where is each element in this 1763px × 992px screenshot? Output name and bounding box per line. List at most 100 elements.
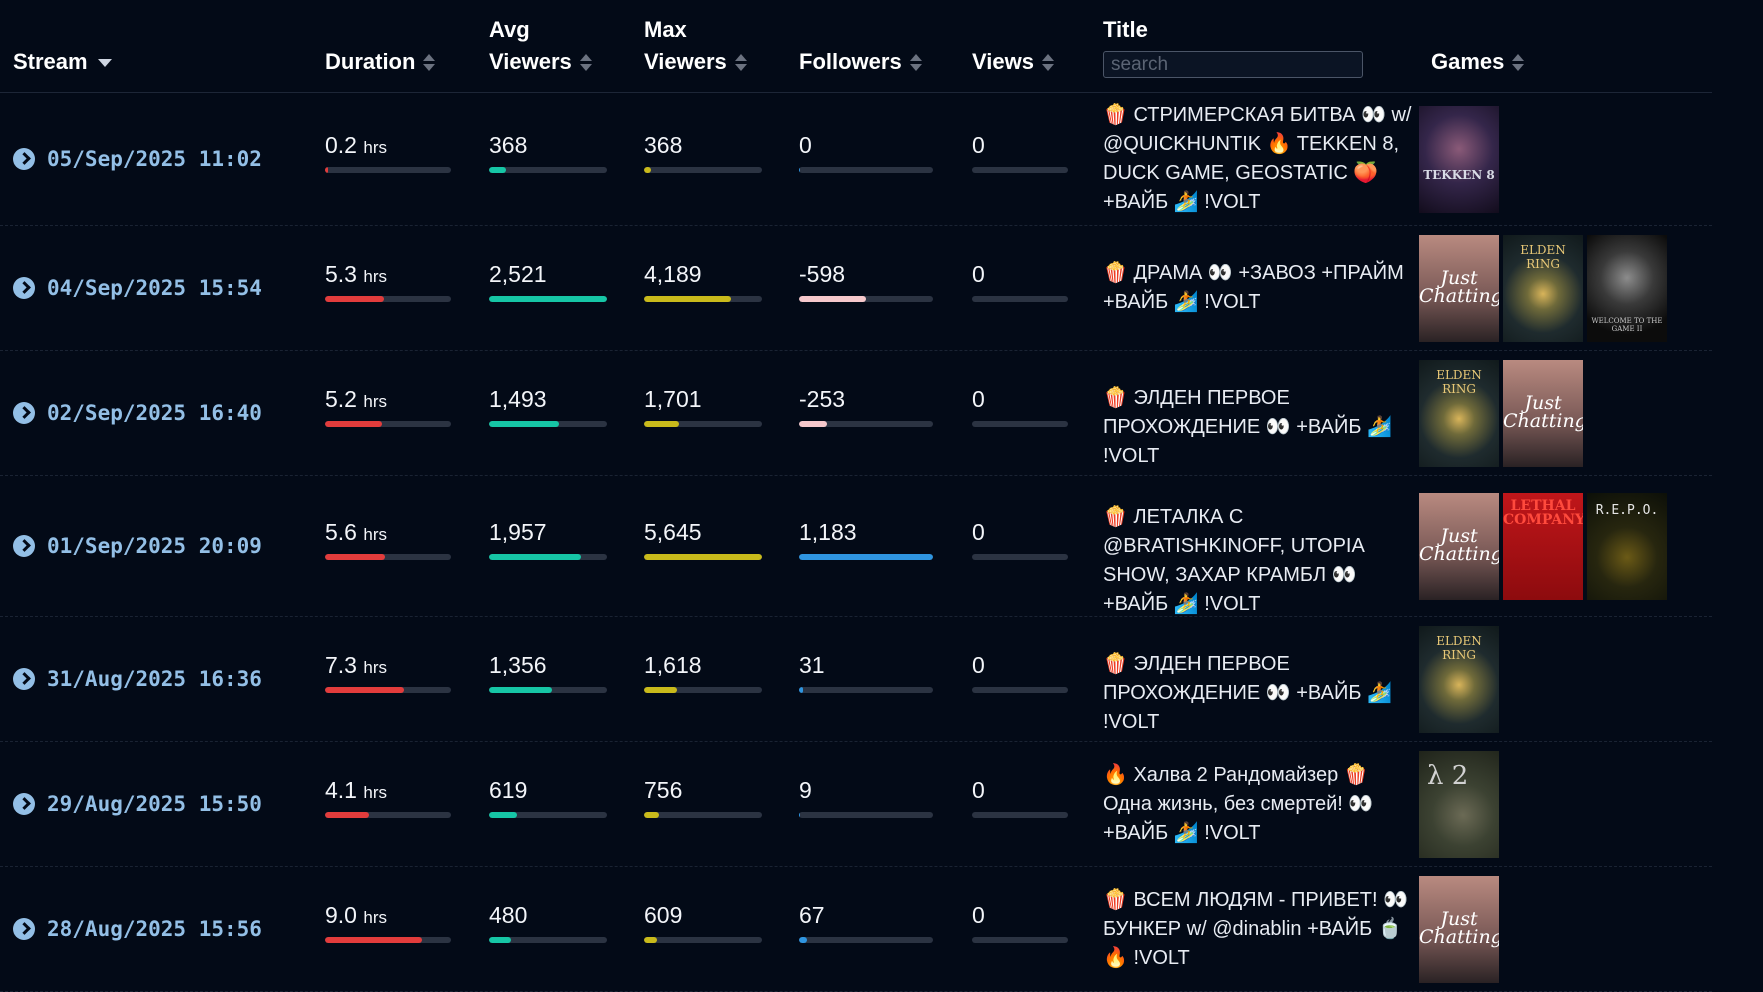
stream-date: 31/Aug/2025 16:36	[47, 667, 262, 691]
table-row[interactable]: 28/Aug/2025 15:56 9.0 hrs 480 609 67 0 🍿 ВСЕМ …	[0, 867, 1712, 992]
avg-viewers-value: 1,493	[489, 385, 547, 413]
stream-cell[interactable]: 05/Sep/2025 11:02	[13, 145, 262, 173]
stream-title: 🍿 ЭЛДЕН ПЕРВОЕ ПРОХОЖДЕНИЕ 👀 +ВАЙБ 🏄 !VO…	[1103, 387, 1392, 467]
table-row[interactable]: 31/Aug/2025 16:36 7.3 hrs 1,356 1,618 31 0 🍿 Э…	[0, 617, 1712, 742]
max-viewers-number: 756	[644, 777, 683, 803]
duration-bar-fill	[325, 812, 370, 818]
game-thumbnail-elden[interactable]: ELDEN RING	[1503, 235, 1583, 342]
game-thumbnail-elden[interactable]: ELDEN RING	[1419, 360, 1499, 467]
avg-viewers-value: 368	[489, 131, 527, 159]
stream-title: 🍿 ЭЛДЕН ПЕРВОЕ ПРОХОЖДЕНИЕ 👀 +ВАЙБ 🏄 !VO…	[1103, 653, 1392, 733]
max-viewers-bar-fill	[644, 554, 762, 560]
table-body: 05/Sep/2025 11:02 0.2 hrs 368 368 0 0 🍿 СТРИМЕ…	[0, 93, 1712, 992]
expand-row-icon[interactable]	[13, 148, 35, 170]
views-value: 0	[972, 901, 985, 929]
followers-bar	[799, 937, 933, 943]
avg-viewers-value: 619	[489, 776, 527, 804]
duration-value: 5.6 hrs	[325, 518, 387, 549]
avg-viewers-number: 1,493	[489, 386, 547, 412]
max-viewers-number: 5,645	[644, 519, 702, 545]
games-list: Just Chatting LETHAL COMPANY R.E.P.O.	[1419, 493, 1667, 600]
game-thumbnail-halflife[interactable]: λ 2	[1419, 751, 1499, 858]
header-max-viewers[interactable]: Max Viewers	[644, 14, 747, 78]
followers-bar-fill	[799, 937, 808, 943]
sort-icon	[423, 53, 436, 73]
stream-cell[interactable]: 02/Sep/2025 16:40	[13, 399, 262, 427]
expand-row-icon[interactable]	[13, 793, 35, 815]
stream-date: 04/Sep/2025 15:54	[47, 276, 262, 300]
avg-viewers-number: 619	[489, 777, 528, 803]
duration-unit: hrs	[363, 658, 387, 677]
expand-row-icon[interactable]	[13, 535, 35, 557]
game-thumbnail-chatting[interactable]: Just Chatting	[1503, 360, 1583, 467]
header-followers[interactable]: Followers	[799, 46, 922, 78]
duration-bar-fill	[325, 296, 385, 302]
table-row[interactable]: 05/Sep/2025 11:02 0.2 hrs 368 368 0 0 🍿 СТРИМЕ…	[0, 93, 1712, 226]
game-thumbnail-lethal[interactable]: LETHAL COMPANY	[1503, 493, 1583, 600]
header-duration[interactable]: Duration	[325, 46, 436, 78]
duration-number: 5.2	[325, 386, 357, 412]
game-thumbnail-label: ELDEN RING	[1520, 243, 1566, 271]
expand-row-icon[interactable]	[13, 402, 35, 424]
game-thumbnail-label: ELDEN RING	[1436, 368, 1482, 396]
stream-cell[interactable]: 31/Aug/2025 16:36	[13, 665, 262, 693]
stream-title: 🔥 Халва 2 Рандомайзер 🍿 Одна жизнь, без …	[1103, 763, 1374, 844]
avg-viewers-bar	[489, 937, 607, 943]
max-viewers-bar	[644, 937, 762, 943]
game-thumbnail-chatting[interactable]: Just Chatting	[1419, 235, 1499, 342]
views-value: 0	[972, 131, 985, 159]
max-viewers-number: 609	[644, 902, 683, 928]
header-duration-label: Duration	[325, 49, 416, 74]
header-avg-viewers[interactable]: Avg Viewers	[489, 14, 592, 78]
duration-bar-fill	[325, 687, 405, 693]
stream-cell[interactable]: 29/Aug/2025 15:50	[13, 790, 262, 818]
expand-row-icon[interactable]	[13, 918, 35, 940]
header-views[interactable]: Views	[972, 46, 1054, 78]
views-bar	[972, 554, 1068, 560]
stream-date: 28/Aug/2025 15:56	[47, 917, 262, 941]
expand-row-icon[interactable]	[13, 668, 35, 690]
avg-viewers-bar	[489, 554, 607, 560]
header-max-line2: Viewers	[644, 49, 727, 74]
avg-viewers-number: 368	[489, 132, 528, 158]
avg-viewers-value: 480	[489, 901, 527, 929]
game-thumbnail-elden[interactable]: ELDEN RING	[1419, 626, 1499, 733]
sort-icon	[1041, 53, 1054, 73]
duration-bar	[325, 687, 451, 693]
max-viewers-bar-fill	[644, 296, 732, 302]
sort-desc-icon	[97, 59, 112, 68]
header-stream[interactable]: Stream	[13, 46, 112, 78]
avg-viewers-value: 1,356	[489, 651, 547, 679]
max-viewers-value: 609	[644, 901, 682, 929]
header-games-label: Games	[1431, 49, 1505, 74]
stream-cell[interactable]: 28/Aug/2025 15:56	[13, 915, 262, 943]
stream-cell[interactable]: 04/Sep/2025 15:54	[13, 274, 262, 302]
max-viewers-bar-fill	[644, 687, 678, 693]
header-games[interactable]: Games	[1431, 46, 1525, 78]
followers-bar	[799, 554, 933, 560]
duration-value: 0.2 hrs	[325, 131, 387, 162]
table-row[interactable]: 04/Sep/2025 15:54 5.3 hrs 2,521 4,189 -598 0 🍿…	[0, 226, 1712, 351]
game-thumbnail-chatting[interactable]: Just Chatting	[1419, 876, 1499, 983]
game-thumbnail-welcome[interactable]: WELCOME TO THE GAME II	[1587, 235, 1667, 342]
streams-table: Stream Duration Avg Viewers Max Viewers …	[0, 0, 1712, 992]
title-search-input[interactable]	[1103, 51, 1363, 78]
game-thumbnail-chatting[interactable]: Just Chatting	[1419, 493, 1499, 600]
duration-value: 9.0 hrs	[325, 901, 387, 932]
expand-row-icon[interactable]	[13, 277, 35, 299]
table-row[interactable]: 29/Aug/2025 15:50 4.1 hrs 619 756 9 0 🔥 Халва …	[0, 742, 1712, 867]
followers-bar-fill	[799, 554, 933, 560]
duration-number: 4.1	[325, 777, 357, 803]
table-header: Stream Duration Avg Viewers Max Viewers …	[0, 0, 1712, 93]
avg-viewers-bar	[489, 167, 607, 173]
views-bar	[972, 296, 1068, 302]
stream-cell[interactable]: 01/Sep/2025 20:09	[13, 532, 262, 560]
game-thumbnail-repo[interactable]: R.E.P.O.	[1587, 493, 1667, 600]
game-thumbnail-tekken[interactable]: TEKKEN 8	[1419, 106, 1499, 213]
followers-value: 67	[799, 901, 825, 929]
avg-viewers-number: 480	[489, 902, 528, 928]
duration-bar-fill	[325, 937, 423, 943]
table-row[interactable]: 01/Sep/2025 20:09 5.6 hrs 1,957 5,645 1,183 0…	[0, 476, 1712, 617]
table-row[interactable]: 02/Sep/2025 16:40 5.2 hrs 1,493 1,701 -253 0 🍿…	[0, 351, 1712, 476]
duration-number: 7.3	[325, 652, 357, 678]
